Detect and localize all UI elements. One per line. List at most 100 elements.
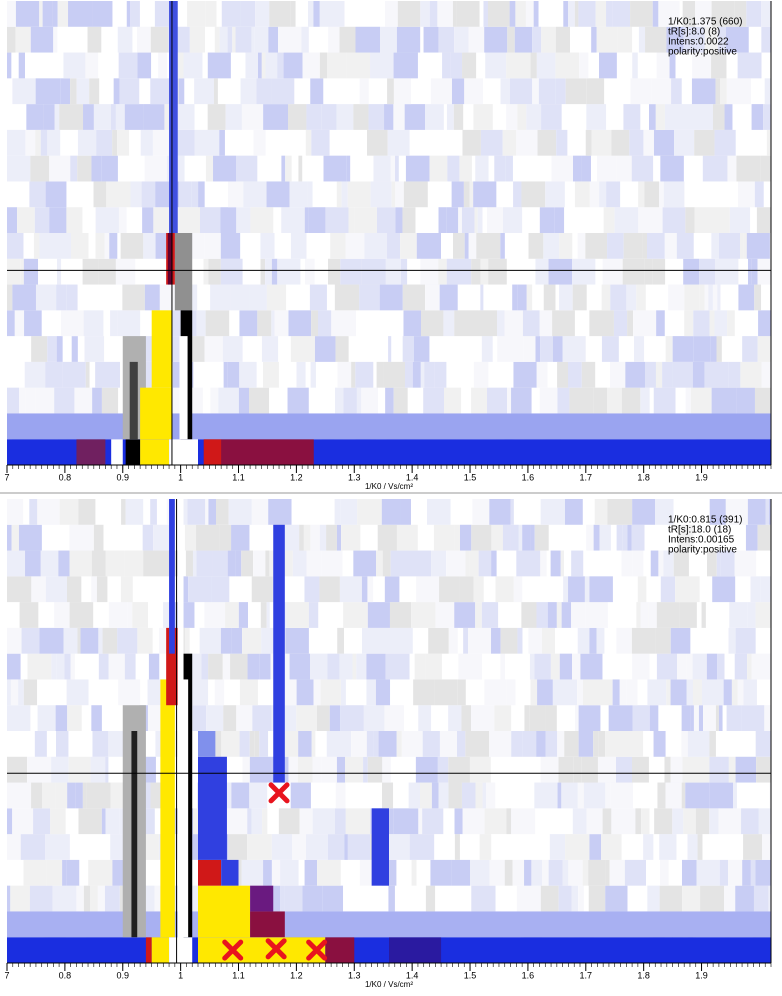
intensity-band [140, 439, 170, 465]
noise [313, 679, 321, 706]
noise [304, 576, 320, 603]
noise [491, 524, 503, 551]
marker-cross [268, 782, 290, 804]
noise [609, 859, 625, 886]
noise [541, 104, 562, 130]
noise [761, 361, 771, 388]
noise [268, 26, 279, 53]
noise [451, 181, 464, 208]
noise [355, 26, 381, 53]
noise [289, 653, 311, 680]
noise [564, 731, 579, 757]
noise [334, 499, 341, 525]
noise [7, 653, 21, 680]
noise [764, 78, 771, 105]
noise [260, 258, 266, 285]
noise [343, 387, 357, 414]
noise [25, 129, 36, 156]
noise [719, 859, 729, 886]
noise [105, 550, 125, 577]
noise [238, 387, 249, 414]
noise [58, 550, 70, 577]
noise [461, 782, 476, 809]
noise [51, 653, 57, 680]
noise [567, 361, 582, 388]
noise [249, 731, 255, 757]
noise [56, 284, 67, 311]
noise [321, 756, 337, 783]
noise [592, 233, 608, 259]
noise [433, 524, 455, 551]
noise [751, 258, 758, 285]
noise [590, 679, 613, 706]
noise [543, 233, 560, 259]
noise [524, 705, 530, 731]
noise [739, 233, 744, 259]
noise [257, 310, 272, 337]
noise [54, 602, 70, 628]
noise [656, 653, 678, 680]
noise [500, 78, 510, 105]
noise [693, 310, 710, 337]
noise [117, 26, 133, 53]
noise [681, 705, 691, 731]
intensity-band [273, 524, 285, 783]
noise [456, 731, 466, 757]
noise [288, 104, 307, 130]
noise [704, 284, 709, 311]
noise [632, 705, 650, 731]
noise [601, 834, 622, 860]
noise [247, 834, 272, 860]
noise [666, 26, 684, 53]
noise [30, 155, 50, 182]
noise [323, 155, 347, 182]
noise [632, 550, 644, 577]
noise [685, 782, 710, 809]
noise [552, 310, 575, 337]
info-line: Intens:0.00165 [668, 535, 735, 546]
noise [499, 258, 507, 285]
x-tick-label: 0.8 [59, 472, 72, 482]
noise [370, 181, 392, 208]
intensity-band [131, 731, 138, 938]
noise [740, 361, 762, 388]
x-tick-label: 1.3 [348, 970, 361, 980]
noise [408, 782, 421, 809]
noise [669, 52, 676, 79]
intensity-band [389, 937, 442, 963]
noise [647, 885, 660, 912]
noise [150, 499, 157, 525]
noise [558, 885, 572, 912]
noise [340, 258, 362, 285]
noise [83, 885, 91, 912]
noise [648, 104, 656, 130]
noise [717, 284, 721, 311]
noise [585, 129, 592, 156]
noise [263, 104, 289, 130]
noise [702, 155, 728, 182]
noise [456, 1, 480, 27]
noise [463, 627, 469, 654]
noise [187, 499, 206, 525]
noise [563, 1, 569, 27]
noise [289, 181, 308, 208]
noise [235, 155, 258, 182]
noise [326, 524, 337, 551]
noise [586, 104, 607, 130]
noise [361, 258, 386, 285]
noise [579, 52, 589, 79]
noise [656, 602, 680, 628]
noise [76, 78, 90, 105]
noise [746, 1, 762, 27]
noise [612, 1, 631, 27]
noise [659, 181, 664, 208]
noise [735, 627, 756, 654]
noise [40, 550, 59, 577]
intensity-band [151, 310, 172, 388]
noise [379, 284, 403, 311]
noise [224, 808, 248, 835]
noise [231, 782, 250, 809]
noise [735, 885, 754, 912]
noise [220, 207, 237, 233]
noise [454, 834, 460, 860]
